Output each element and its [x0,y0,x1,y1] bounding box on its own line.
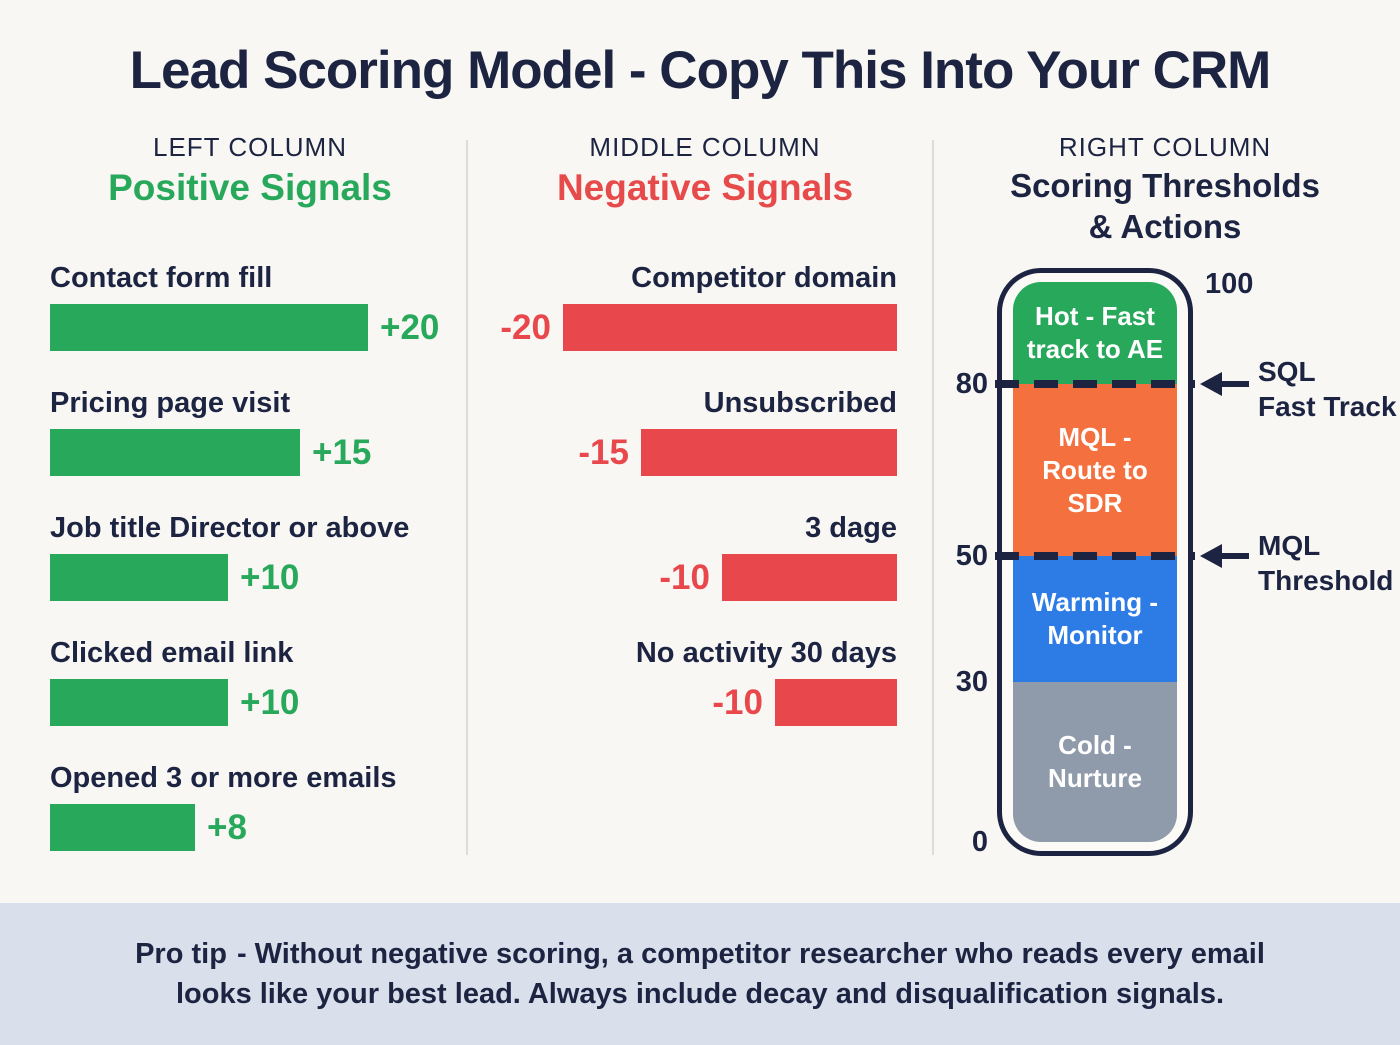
zone-hot: Hot - Fast track to AE [1013,282,1177,384]
left-column-kicker: LEFT COLUMN [153,132,347,162]
negative-bar [775,679,897,726]
bar-line: -10 [490,679,930,726]
signal-value: +20 [380,307,440,347]
thresholds-heading: Scoring Thresholds & Actions [940,165,1390,247]
negative-signal-row: No activity 30 days -10 [490,635,930,726]
thermometer-zones: Hot - Fast track to AE MQL - Route to SD… [1013,282,1177,842]
zone-label-line: Monitor [1047,620,1143,650]
signal-label: No activity 30 days [635,637,897,669]
pro-tip-banner: Pro tip - Without negative scoring, a com… [0,903,1400,1045]
zone-mql: MQL - Route to SDR [1013,384,1177,556]
negative-signals-heading: Negative Signals [556,167,854,208]
thresholds-heading-line2: & Actions [1088,208,1242,245]
signal-value: -15 [578,432,629,472]
annotation-line: Fast Track [1258,391,1397,422]
signal-value: -20 [500,307,551,347]
zone-label-line: Hot - Fast [1035,301,1155,331]
threshold-dash-80 [995,380,1195,388]
negative-bar [563,304,897,351]
signal-label: Pricing page visit [50,387,291,419]
bar-line: +10 [50,679,460,726]
positive-bar [50,804,195,851]
signal-label: Job title Director or above [50,512,410,544]
signal-value: +10 [240,682,300,722]
score-thermometer: Hot - Fast track to AE MQL - Route to SD… [997,268,1193,856]
positive-signals-heading: Positive Signals [108,167,392,208]
bar-line: +10 [50,554,460,601]
positive-bar [50,554,228,601]
zone-warming: Warming - Monitor [1013,556,1177,682]
left-arrow-icon [1200,372,1222,396]
bar-line: +8 [50,804,460,851]
positive-signal-row: Opened 3 or more emails +8 [50,760,460,851]
positive-signal-row: Clicked email link +10 [50,635,460,726]
mql-threshold-label: MQL Threshold [1258,528,1400,598]
scale-50: 50 [955,540,988,572]
left-arrow-icon [1200,544,1222,568]
zone-label-line: Warming - [1031,587,1159,617]
signal-label: Contact form fill [50,262,273,294]
bar-line: +15 [50,429,460,476]
negative-bar [641,429,897,476]
zone-cold: Cold - Nurture [1013,682,1177,842]
scale-0: 0 [971,826,988,858]
zone-label-line: Cold - [1058,730,1132,760]
zone-label-line: MQL - [1058,421,1132,452]
negative-signal-row: 3 dage -10 [490,510,930,601]
negative-signal-row: Unsubscribed -15 [490,385,930,476]
negative-signals-column: MIDDLE COLUMN Negative Signals Competito… [480,132,930,862]
negative-signal-row: Competitor domain -20 [490,260,930,351]
negative-bar [722,554,897,601]
thresholds-heading-line1: Scoring Thresholds [1010,167,1320,204]
thresholds-column-header: RIGHT COLUMN Scoring Thresholds & Action… [940,132,1390,247]
positive-signal-row: Pricing page visit +15 [50,385,460,476]
positive-signals-column: LEFT COLUMN Positive Signals Contact for… [40,132,460,862]
signal-value: -10 [659,557,710,597]
annotation-line: Threshold [1258,565,1394,596]
positive-bar [50,304,368,351]
annotation-line: MQL [1258,530,1321,561]
pro-tip-text: - Without negative scoring, a competitor… [236,938,1265,970]
scale-30: 30 [955,666,988,698]
signal-label: Clicked email link [50,637,294,669]
positive-signal-row: Job title Director or above +10 [50,510,460,601]
zone-label-line: Route to [1042,454,1148,485]
pro-tip-line1: Pro tip - Without negative scoring, a com… [135,934,1265,974]
bar-line: -15 [490,429,930,476]
signal-label: Unsubscribed [703,387,897,419]
scale-100: 100 [1205,268,1254,300]
positive-signal-row: Contact form fill +20 [50,260,460,351]
page-title: Lead Scoring Model - Copy This Into Your… [129,41,1272,100]
column-divider-right [932,140,934,855]
pro-tip-line2: looks like your best lead. Always includ… [175,978,1225,1010]
signal-value: +10 [240,557,300,597]
zone-label-line: Nurture [1048,763,1142,793]
bar-line: -10 [490,554,930,601]
pro-tip-lead: Pro tip [135,938,227,970]
positive-bar [50,679,228,726]
bar-line: +20 [50,304,460,351]
scale-80: 80 [955,368,988,400]
signal-value: +15 [312,432,372,472]
zone-label-line: track to AE [1026,334,1164,364]
middle-column-kicker: MIDDLE COLUMN [589,132,821,162]
column-divider-left [466,140,468,855]
signal-value: +8 [207,807,247,847]
signal-label: Opened 3 or more emails [50,762,397,794]
zone-label-line: SDR [1067,487,1123,518]
signal-label: 3 dage [805,512,897,544]
positive-bar [50,429,300,476]
annotation-line: SQL [1258,356,1316,387]
threshold-dash-50 [995,552,1195,560]
sql-fast-track-label: SQL Fast Track [1258,354,1400,424]
bar-line: -20 [490,304,930,351]
signal-value: -10 [712,682,763,722]
signal-label: Competitor domain [631,262,897,294]
arrow-shaft [1219,553,1249,559]
arrow-shaft [1219,381,1249,387]
right-column-kicker: RIGHT COLUMN [1058,132,1272,162]
